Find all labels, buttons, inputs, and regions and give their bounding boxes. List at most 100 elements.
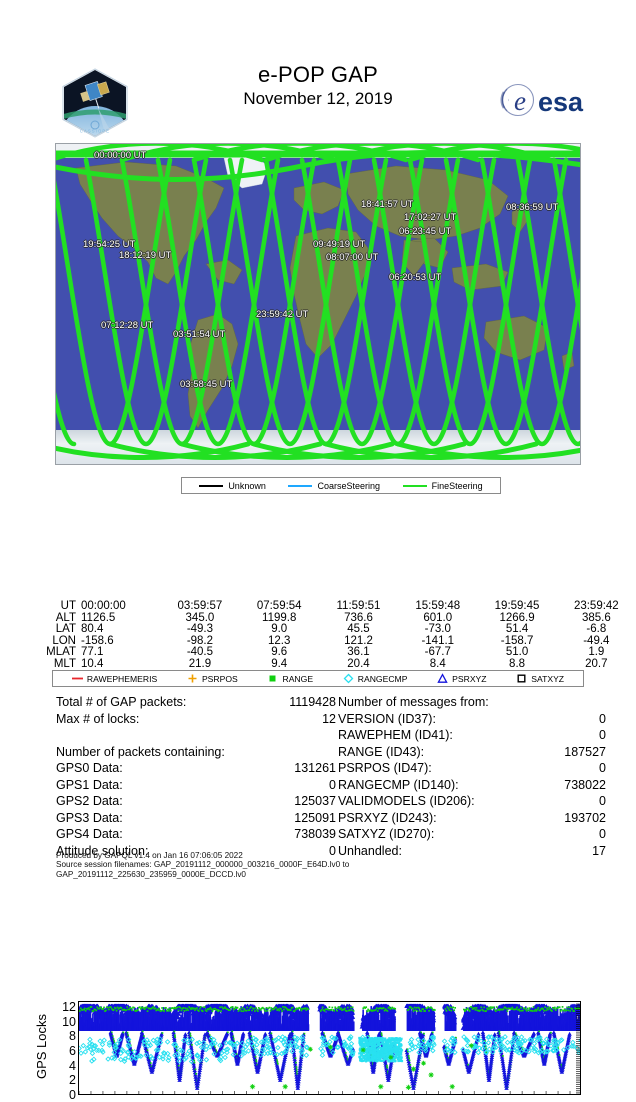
ephemeris-cell: 12.3 xyxy=(240,635,319,647)
message-stat-row: VALIDMODELS (ID206):0 xyxy=(338,793,606,810)
legend-series-label: RANGE xyxy=(282,674,313,684)
ephemeris-cell: 23:59:42 xyxy=(557,600,636,612)
ephemeris-row-label: LAT xyxy=(0,623,81,635)
stat-value: 738039 xyxy=(294,826,336,843)
ephemeris-cell: 121.2 xyxy=(319,635,398,647)
ephemeris-cell: 1266.9 xyxy=(477,612,556,624)
stat-value: 0 xyxy=(599,793,606,810)
footer-source-line1: Source session filenames: GAP_20191112_0… xyxy=(56,860,616,869)
legend-marker-square-filled-icon xyxy=(267,673,278,684)
esa-wordmark: esa xyxy=(538,87,584,117)
stat-value: 0 xyxy=(599,711,606,728)
footer-producer: Produced by GAPQL v1.4 on Jan 16 07:06:0… xyxy=(56,851,616,860)
legend-series-label: SATXYZ xyxy=(531,674,564,684)
map-ut-label: 03:58:45 UT xyxy=(180,379,232,390)
ephemeris-cell: 80.4 xyxy=(81,623,160,635)
message-stat-row: RANGECMP (ID140): 738022 xyxy=(338,777,606,794)
stat-label: PSRPOS (ID47): xyxy=(338,760,440,777)
stat-value: 0 xyxy=(599,727,606,744)
map-ut-label: 18:41:57 UT xyxy=(361,199,413,210)
y-tick-label: 6 xyxy=(69,1045,76,1057)
ephemeris-cell: 1126.5 xyxy=(81,612,160,624)
legend-marker-plus-icon xyxy=(187,673,198,684)
total-gap-packets-row: Total # of GAP packets: 1119428 xyxy=(56,694,336,711)
ephemeris-cell: 15:59:48 xyxy=(398,600,477,612)
legend-marker-diamond-icon xyxy=(343,673,354,684)
gps-locks-y-axis-label: GPS Locks xyxy=(34,1001,50,1091)
ephemeris-cell: 10.4 xyxy=(81,658,160,670)
gps-locks-legend-item: RANGE xyxy=(267,673,313,684)
legend-series-label: PSRPOS xyxy=(202,674,238,684)
stat-value: 738022 xyxy=(564,777,606,794)
ephemeris-cell: 20.7 xyxy=(557,658,636,670)
ephemeris-cell: 36.1 xyxy=(319,646,398,658)
y-tick-label: 4 xyxy=(69,1060,76,1072)
stat-value: 131261 xyxy=(294,760,336,777)
ephemeris-cell: 07:59:54 xyxy=(240,600,319,612)
packet-stat-row: GPS4 Data:738039 xyxy=(56,826,336,843)
ephemeris-cell: 1199.8 xyxy=(240,612,319,624)
gps-locks-legend-item: RAWEPHEMERIS xyxy=(72,673,157,684)
stat-label: RANGECMP (ID140): xyxy=(338,777,467,794)
ephemeris-cell: -40.5 xyxy=(160,646,239,658)
map-legend-item: Unknown xyxy=(199,481,266,491)
ephemeris-cell: 51.0 xyxy=(477,646,556,658)
y-tick-label: 12 xyxy=(62,1001,76,1013)
ephemeris-cell: 19:59:45 xyxy=(477,600,556,612)
ephemeris-cell: 21.9 xyxy=(160,658,239,670)
ephemeris-row-label: LON xyxy=(0,635,81,647)
stat-value: 0 xyxy=(599,760,606,777)
legend-series-label: RANGECMP xyxy=(358,674,408,684)
ephemeris-cell: -6.8 xyxy=(557,623,636,635)
y-tick-label: 0 xyxy=(69,1089,76,1101)
stat-value: 187527 xyxy=(564,744,606,761)
ephemeris-cell: 601.0 xyxy=(398,612,477,624)
map-ut-label: 00:00:00 UT xyxy=(94,150,146,161)
ephemeris-cell: 736.6 xyxy=(319,612,398,624)
max-locks-row: Max # of locks: 12 xyxy=(56,711,336,728)
legend-line-swatch xyxy=(288,485,312,487)
ephemeris-cell: 9.0 xyxy=(240,623,319,635)
gps-locks-plot-area xyxy=(78,1001,581,1095)
ephemeris-cell: -67.7 xyxy=(398,646,477,658)
gps-locks-legend-item: PSRPOS xyxy=(187,673,238,684)
stat-label: PSRXYZ (ID243): xyxy=(338,810,445,827)
legend-marker-dash-icon xyxy=(72,673,83,684)
map-ut-label: 19:54:25 UT xyxy=(83,239,135,250)
stat-label: SATXYZ (ID270): xyxy=(338,826,442,843)
stat-label: GPS2 Data: xyxy=(56,793,131,810)
stat-value: 125091 xyxy=(294,810,336,827)
stat-label: GPS3 Data: xyxy=(56,810,131,827)
stat-label: GPS0 Data: xyxy=(56,760,131,777)
ephemeris-cell: 9.6 xyxy=(240,646,319,658)
message-statistics-column: Number of messages from: VERSION (ID37):… xyxy=(338,694,606,859)
message-stat-row: SATXYZ (ID270):0 xyxy=(338,826,606,843)
left-spacer xyxy=(56,727,336,744)
ephemeris-cell: 8.4 xyxy=(398,658,477,670)
legend-line-swatch xyxy=(199,485,223,487)
packet-stat-row: GPS1 Data:0 xyxy=(56,777,336,794)
map-legend-item: FineSteering xyxy=(403,481,483,491)
gps-locks-legend-item: SATXYZ xyxy=(516,673,564,684)
y-tick-label: 2 xyxy=(69,1074,76,1086)
stat-value: 193702 xyxy=(564,810,606,827)
ephemeris-cell: 77.1 xyxy=(81,646,160,658)
map-ut-label: 06:23:45 UT xyxy=(399,226,451,237)
legend-label: FineSteering xyxy=(432,481,483,491)
statistics-section: Total # of GAP packets: 1119428 Max # of… xyxy=(0,694,636,844)
legend-marker-square-open-icon xyxy=(516,673,527,684)
stat-label: RAWEPHEM (ID41): xyxy=(338,727,461,744)
message-stat-row: PSRXYZ (ID243): 193702 xyxy=(338,810,606,827)
packet-stat-row: GPS3 Data: 125091 xyxy=(56,810,336,827)
